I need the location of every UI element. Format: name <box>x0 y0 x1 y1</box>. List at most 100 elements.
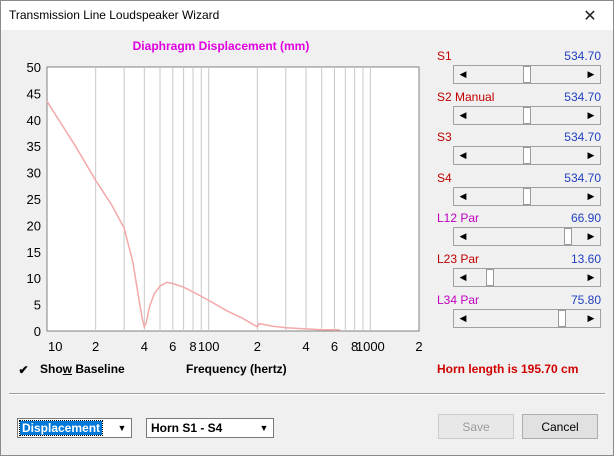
arrow-left-icon: ◀ <box>459 313 467 323</box>
x-tick-label: 2 <box>415 339 422 354</box>
cancel-button[interactable]: Cancel <box>522 414 598 439</box>
slider-thumb[interactable] <box>523 188 531 205</box>
slider-value: 534.70 <box>564 130 601 144</box>
slider-label: S4 <box>437 171 452 185</box>
checkmark-icon: ✔ <box>18 362 29 377</box>
scroll-left-button[interactable]: ◀ <box>454 107 472 124</box>
horn-select[interactable]: Horn S1 - S4 ▼ <box>146 418 274 438</box>
arrow-left-icon: ◀ <box>459 231 467 241</box>
arrow-right-icon: ▶ <box>587 110 595 120</box>
slider-scrollbar[interactable]: ◀ ▶ <box>453 309 601 328</box>
arrow-right-icon: ▶ <box>587 231 595 241</box>
show-baseline-checkbox[interactable]: ✔ <box>17 362 30 377</box>
arrow-left-icon: ◀ <box>459 69 467 79</box>
title-bar: Transmission Line Loudspeaker Wizard ✕ <box>1 1 613 30</box>
scroll-right-button[interactable]: ▶ <box>582 107 600 124</box>
y-tick-label: 35 <box>27 139 41 154</box>
slider-thumb[interactable] <box>523 66 531 83</box>
slider-value: 66.90 <box>570 211 601 225</box>
x-tick-label: 100 <box>198 339 220 354</box>
scroll-right-button[interactable]: ▶ <box>582 269 600 286</box>
chart-title: Diaphragm Displacement (mm) <box>132 39 310 53</box>
scroll-left-button[interactable]: ◀ <box>454 147 472 164</box>
y-tick-label: 25 <box>27 192 41 207</box>
chevron-down-icon: ▼ <box>259 423 269 433</box>
scroll-left-button[interactable]: ◀ <box>454 310 472 327</box>
y-tick-label: 5 <box>34 298 41 313</box>
x-tick-label: 2 <box>92 339 99 354</box>
slider-group: S1 534.70 ◀ ▶ <box>437 49 601 89</box>
arrow-right-icon: ▶ <box>587 191 595 201</box>
x-tick-label: 6 <box>169 339 176 354</box>
slider-value: 534.70 <box>564 171 601 185</box>
scroll-right-button[interactable]: ▶ <box>582 147 600 164</box>
save-button[interactable]: Save <box>438 414 514 439</box>
x-axis-label: Frequency (hertz) <box>186 362 287 376</box>
slider-label: S3 <box>437 130 452 144</box>
y-tick-label: 45 <box>27 86 41 101</box>
arrow-left-icon: ◀ <box>459 191 467 201</box>
slider-scrollbar[interactable]: ◀ ▶ <box>453 187 601 206</box>
scroll-right-button[interactable]: ▶ <box>582 188 600 205</box>
slider-group: L23 Par 13.60 ◀ ▶ <box>437 252 601 292</box>
horn-length-text: Horn length is 195.70 cm <box>437 362 579 376</box>
arrow-right-icon: ▶ <box>587 313 595 323</box>
y-tick-label: 10 <box>27 271 41 286</box>
slider-scrollbar[interactable]: ◀ ▶ <box>453 268 601 287</box>
arrow-left-icon: ◀ <box>459 110 467 120</box>
slider-thumb[interactable] <box>563 228 572 245</box>
slider-label: S2 Manual <box>437 90 495 104</box>
slider-scrollbar[interactable]: ◀ ▶ <box>453 146 601 165</box>
x-tick-label: 8 <box>189 339 196 354</box>
arrow-right-icon: ▶ <box>587 69 595 79</box>
slider-value: 534.70 <box>564 49 601 63</box>
y-tick-label: 30 <box>27 166 41 181</box>
scroll-left-button[interactable]: ◀ <box>454 66 472 83</box>
scroll-left-button[interactable]: ◀ <box>454 228 472 245</box>
slider-scrollbar[interactable]: ◀ ▶ <box>453 106 601 125</box>
x-tick-label: 8 <box>351 339 358 354</box>
scroll-left-button[interactable]: ◀ <box>454 188 472 205</box>
slider-thumb[interactable] <box>523 147 531 164</box>
x-tick-label: 10 <box>48 339 62 354</box>
slider-thumb[interactable] <box>486 269 495 286</box>
y-tick-label: 20 <box>27 218 41 233</box>
scroll-right-button[interactable]: ▶ <box>582 66 600 83</box>
slider-group: S2 Manual 534.70 ◀ ▶ <box>437 90 601 130</box>
slider-group: S3 534.70 ◀ ▶ <box>437 130 601 170</box>
slider-label: L34 Par <box>437 293 480 307</box>
arrow-right-icon: ▶ <box>587 150 595 160</box>
arrow-left-icon: ◀ <box>459 272 467 282</box>
slider-group: S4 534.70 ◀ ▶ <box>437 171 601 211</box>
displacement-curve <box>46 100 341 331</box>
divider <box>9 393 605 395</box>
y-tick-label: 50 <box>27 60 41 75</box>
slider-scrollbar[interactable]: ◀ ▶ <box>453 227 601 246</box>
horn-select-value: Horn S1 - S4 <box>151 421 223 435</box>
slider-thumb[interactable] <box>557 310 566 327</box>
x-tick-label: 4 <box>141 339 148 354</box>
slider-value: 13.60 <box>570 252 601 266</box>
scroll-right-button[interactable]: ▶ <box>582 228 600 245</box>
x-tick-label: 1000 <box>356 339 385 354</box>
mode-select[interactable]: Displacement ▼ <box>17 418 132 438</box>
scroll-left-button[interactable]: ◀ <box>454 269 472 286</box>
window-title: Transmission Line Loudspeaker Wizard <box>9 8 220 22</box>
scroll-right-button[interactable]: ▶ <box>582 310 600 327</box>
slider-label: S1 <box>437 49 452 63</box>
slider-value: 534.70 <box>564 90 601 104</box>
show-baseline-label[interactable]: Show Baseline <box>40 362 125 376</box>
arrow-right-icon: ▶ <box>587 272 595 282</box>
slider-label: L12 Par <box>437 211 480 225</box>
y-tick-label: 0 <box>34 324 41 339</box>
slider-group: L34 Par 75.80 ◀ ▶ <box>437 293 601 333</box>
slider-scrollbar[interactable]: ◀ ▶ <box>453 65 601 84</box>
close-button[interactable]: ✕ <box>567 1 613 30</box>
slider-value: 75.80 <box>570 293 601 307</box>
slider-thumb[interactable] <box>523 107 531 124</box>
x-tick-label: 2 <box>254 339 261 354</box>
y-tick-label: 15 <box>27 245 41 260</box>
slider-label: L23 Par <box>437 252 480 266</box>
